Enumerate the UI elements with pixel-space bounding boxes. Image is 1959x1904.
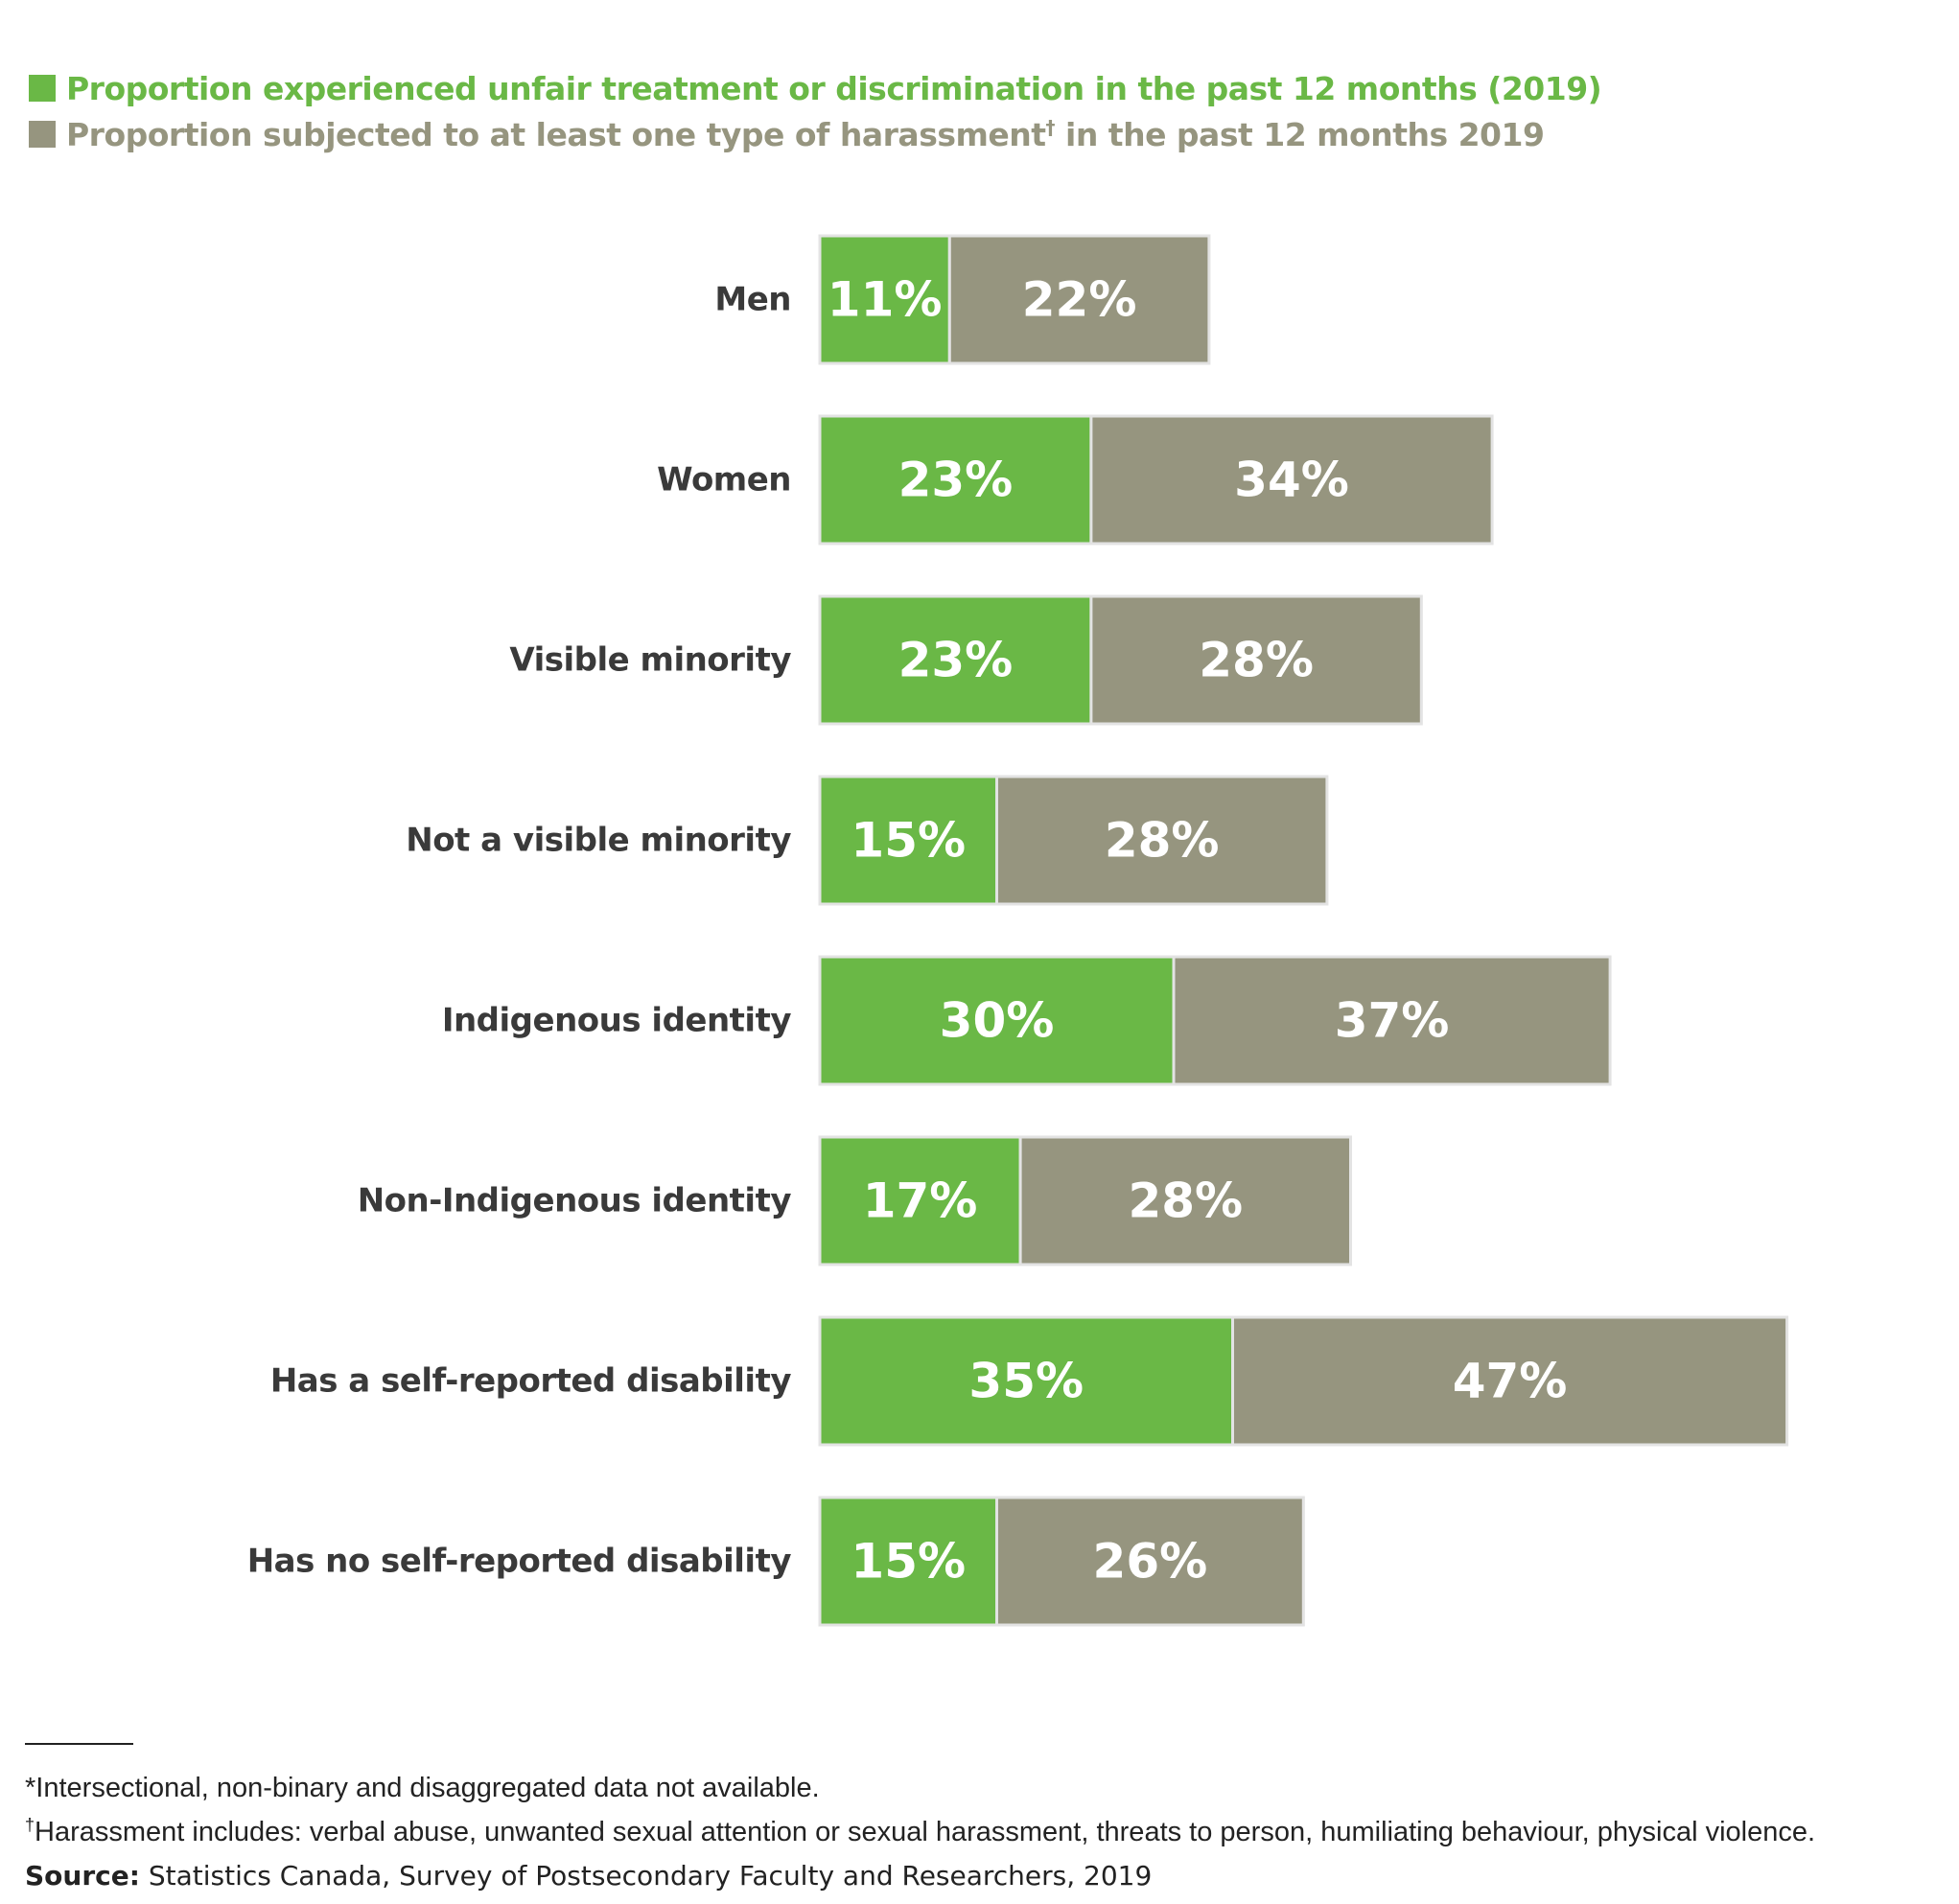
bar-harassment-visible-minority [1089,594,1423,726]
legend-label-harassment-text: Proportion subjected to at least one typ… [66,115,1046,153]
bar-discrimination-indigenous-identity [818,955,1176,1086]
bar-discrimination-has-no-self-reported-disability [818,1496,998,1627]
category-label-women: Women [657,461,791,499]
bar-harassment-has-a-self-reported-disability [1231,1315,1789,1447]
bar-harassment-not-a-visible-minority [995,775,1329,906]
legend-label-harassment-suffix: in the past 12 months 2019 [1055,115,1545,153]
category-label-men: Men [714,281,791,319]
bar-harassment-visible-minority-value-label: 28% [1199,633,1314,688]
bar-discrimination-women-value-label: 23% [898,453,1014,508]
footer: *Intersectional, non-binary and disaggre… [25,1743,1815,1898]
source-text: Statistics Canada, Survey of Postseconda… [139,1860,1153,1892]
bar-harassment-not-a-visible-minority-value-label: 28% [1105,813,1220,869]
bar-discrimination-men [818,234,951,365]
bar-harassment-has-no-self-reported-disability [995,1496,1305,1627]
legend-swatch-grey [29,121,56,148]
legend-item-harassment: Proportion subjected to at least one typ… [29,111,1601,157]
bar-harassment-non-indigenous-identity-value-label: 28% [1128,1173,1243,1229]
legend: Proportion experienced unfair treatment … [29,65,1602,157]
bar-discrimination-non-indigenous-identity-value-label: 17% [863,1173,978,1229]
bar-discrimination-has-a-self-reported-disability-value-label: 35% [968,1354,1084,1409]
footnote-intersectional: *Intersectional, non-binary and disaggre… [25,1773,820,1803]
bar-discrimination-indigenous-identity-value-label: 30% [940,993,1055,1049]
legend-item-discrimination: Proportion experienced unfair treatment … [29,65,1602,111]
bar-discrimination-not-a-visible-minority-value-label: 15% [851,813,966,869]
legend-label-dagger: † [1045,115,1056,139]
bar-harassment-women-value-label: 34% [1234,453,1349,508]
bar-discrimination-visible-minority-value-label: 23% [898,633,1014,688]
category-label-visible-minority: Visible minority [509,641,791,680]
bar-discrimination-has-no-self-reported-disability-value-label: 15% [851,1534,966,1590]
category-label-has-a-self-reported-disability: Has a self-reported disability [270,1362,792,1401]
source-label: Source: [25,1860,140,1892]
category-label-not-a-visible-minority: Not a visible minority [406,822,791,860]
bar-harassment-has-no-self-reported-disability-value-label: 26% [1093,1534,1208,1590]
category-label-indigenous-identity: Indigenous identity [442,1002,792,1040]
legend-label-harassment: Proportion subjected to at least one typ… [66,115,1545,153]
bar-harassment-indigenous-identity-value-label: 37% [1335,993,1450,1049]
bar-discrimination-has-a-self-reported-disability [818,1315,1234,1447]
footnote-harassment: †Harassment includes: verbal abuse, unwa… [25,1810,1815,1854]
bar-discrimination-men-value-label: 11% [828,272,943,328]
bar-harassment-non-indigenous-identity [1018,1135,1352,1266]
bar-discrimination-visible-minority [818,594,1093,726]
category-label-non-indigenous-identity: Non-Indigenous identity [358,1182,792,1220]
bar-harassment-has-a-self-reported-disability-value-label: 47% [1453,1354,1568,1409]
category-label-has-no-self-reported-disability: Has no self-reported disability [247,1543,792,1581]
footnote-dagger: † [25,1815,35,1835]
legend-label-discrimination: Proportion experienced unfair treatment … [66,69,1602,107]
bar-discrimination-non-indigenous-identity [818,1135,1022,1266]
footnote-harassment-text: Harassment includes: verbal abuse, unwan… [35,1817,1816,1847]
bar-harassment-women [1089,414,1494,546]
bar-harassment-indigenous-identity [1172,955,1612,1086]
footer-divider [25,1743,133,1745]
bar-harassment-men-value-label: 22% [1022,272,1137,328]
bar-discrimination-women [818,414,1093,546]
legend-swatch-green [29,75,56,102]
source-line: Source: Statistics Canada, Survey of Pos… [25,1854,1815,1898]
bar-harassment-men [947,234,1211,365]
